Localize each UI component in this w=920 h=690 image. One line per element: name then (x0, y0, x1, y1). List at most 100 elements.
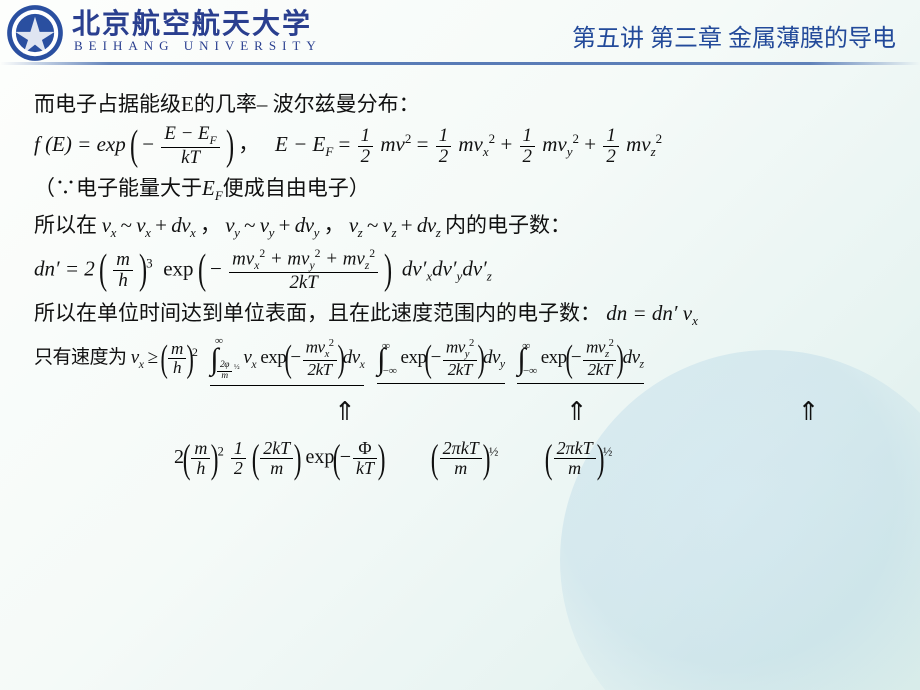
m6: m (440, 459, 482, 478)
l2-prefix: （∵电子能量大于 (34, 176, 202, 200)
uparrow-row: ⇑ ⇑ ⇑ (334, 392, 896, 429)
eq1-num: E − E (164, 123, 209, 144)
hp2: ½ (603, 445, 612, 459)
h2: h (168, 359, 186, 377)
cube: 3 (146, 255, 153, 270)
eq1-den: kT (161, 148, 219, 168)
eq1-num-sub: F (210, 134, 217, 147)
sq6: 2 (218, 445, 224, 459)
n1c: 1 (520, 126, 535, 147)
minus3: − (290, 347, 300, 368)
2kT: 2kT (260, 439, 293, 459)
minf1: −∞ (382, 366, 396, 377)
twokT: 2kT (229, 273, 378, 293)
sub-x: x (483, 144, 489, 159)
m5: m (260, 459, 293, 478)
lecture-title: 第五讲 第三章 金属薄膜的导电 (572, 18, 896, 53)
minus6: − (340, 446, 351, 468)
plus-b: + (274, 213, 295, 237)
m7: m (554, 459, 596, 478)
slide: 北京航空航天大学 BEIHANG UNIVERSITY 第五讲 第三章 金属薄膜… (0, 0, 920, 690)
int1-limits: ∞2φm½ (215, 336, 239, 382)
mvy: mv (542, 132, 567, 156)
d2b: 2 (436, 147, 451, 167)
eq1-frac: E − EF kT (159, 124, 221, 168)
twopi2: 2πkTm (552, 439, 598, 478)
term-1-underline: ∫∞2φm½ vx exp(−mvx22kT)dvx (210, 336, 364, 387)
tilde2: ~ (239, 213, 259, 237)
dnprime: dn′ = 2 (34, 256, 95, 280)
sq3: 2 (573, 131, 580, 146)
d2e: 2 (231, 459, 246, 478)
slide-content: 而电子占据能级E的几率– 波尔兹曼分布： f (E) = exp ( − E −… (34, 90, 896, 478)
moh3: mh (189, 439, 212, 478)
exp3: exp (260, 347, 286, 368)
inf3: ∞ (522, 341, 536, 352)
n1d: 1 (603, 126, 618, 147)
exp5: exp (541, 347, 567, 368)
e-ef: E − E (275, 132, 325, 156)
plus-a: + (150, 213, 171, 237)
result-1: 2(mh)2 12 (2kTm) exp(−ΦkT) (174, 439, 384, 478)
university-logo (6, 4, 64, 62)
sq2: 2 (489, 131, 496, 146)
text-line-3: 所以在 vx ~ vx + dvx ， vy ~ vy + dvy ， vz ~… (34, 211, 896, 242)
uparrow-icon-1: ⇑ (334, 394, 356, 429)
minus2: − (210, 256, 222, 280)
kT: kT (353, 459, 377, 478)
half-1: 12 (356, 126, 375, 167)
university-name-en: BEIHANG UNIVERSITY (74, 38, 322, 54)
minus: − (142, 132, 154, 156)
l3-suffix: 内的电子数： (445, 213, 571, 237)
Phi: Φ (353, 439, 377, 459)
phi-kt: ΦkT (351, 439, 379, 478)
m3: m (217, 372, 232, 382)
mvz: mv (626, 132, 651, 156)
cc2: ， (324, 213, 345, 237)
eq1-rhs-a: E − EF (275, 132, 333, 156)
dn-eq: dn = dn′ v (606, 301, 692, 325)
tpkt2: 2πkT (554, 439, 596, 459)
plus1: + (500, 132, 517, 156)
l4-text: 所以在单位时间达到单位表面，且在此速度范围内的电子数： (34, 301, 601, 325)
l2-F: F (215, 188, 223, 203)
int2-limits: ∞−∞ (382, 341, 396, 377)
result-2: (2πkTm)½ (432, 439, 498, 478)
m-over-h: mh (111, 250, 135, 291)
int3-limits: ∞−∞ (522, 341, 536, 377)
fr-x: mvx22kT (301, 338, 339, 379)
slide-header: 北京航空航天大学 BEIHANG UNIVERSITY 第五讲 第三章 金属薄膜… (0, 0, 920, 68)
m: m (113, 250, 133, 271)
exp2: exp (163, 256, 193, 280)
exp6: exp (306, 446, 335, 468)
half-2: 12 (434, 126, 453, 167)
l3-prefix: 所以在 (34, 213, 97, 237)
text-line-2: （∵电子能量大于EF便成自由电子） (34, 174, 896, 205)
uparrow-icon-2: ⇑ (566, 394, 588, 429)
ef-sub: F (325, 144, 333, 159)
2phi: 2φ (217, 361, 232, 372)
m2: m (168, 340, 186, 359)
mvx: mv (458, 132, 483, 156)
twopi1: 2πkTm (438, 439, 484, 478)
h: h (113, 271, 133, 291)
tk1: 2kT (303, 361, 337, 379)
h4: h (191, 459, 210, 478)
result-row: 2(mh)2 12 (2kTm) exp(−ΦkT) (2πkTm)½ (2πk… (174, 439, 896, 478)
fr-y: mvy22kT (441, 338, 479, 379)
header-rule (0, 62, 920, 65)
cn-comma: ， (238, 132, 259, 156)
tilde3: ~ (362, 213, 382, 237)
d2d: 2 (603, 147, 618, 167)
hp1: ½ (489, 445, 498, 459)
half-5: 12 (229, 439, 248, 478)
tpkt1: 2πkT (440, 439, 482, 459)
equation-triple-integral: 只有速度为 vx ≥ (mh)2 ∫∞2φm½ vx exp(−mvx22kT)… (34, 336, 896, 387)
eq1-lhs: f (E) = exp (34, 132, 126, 156)
tilde1: ~ (116, 213, 136, 237)
sq: 2 (405, 131, 412, 146)
university-name-cn: 北京航空航天大学 (72, 2, 312, 42)
d2: 2 (358, 147, 373, 167)
tk3: 2kT (583, 361, 616, 379)
plus-c: + (396, 213, 417, 237)
